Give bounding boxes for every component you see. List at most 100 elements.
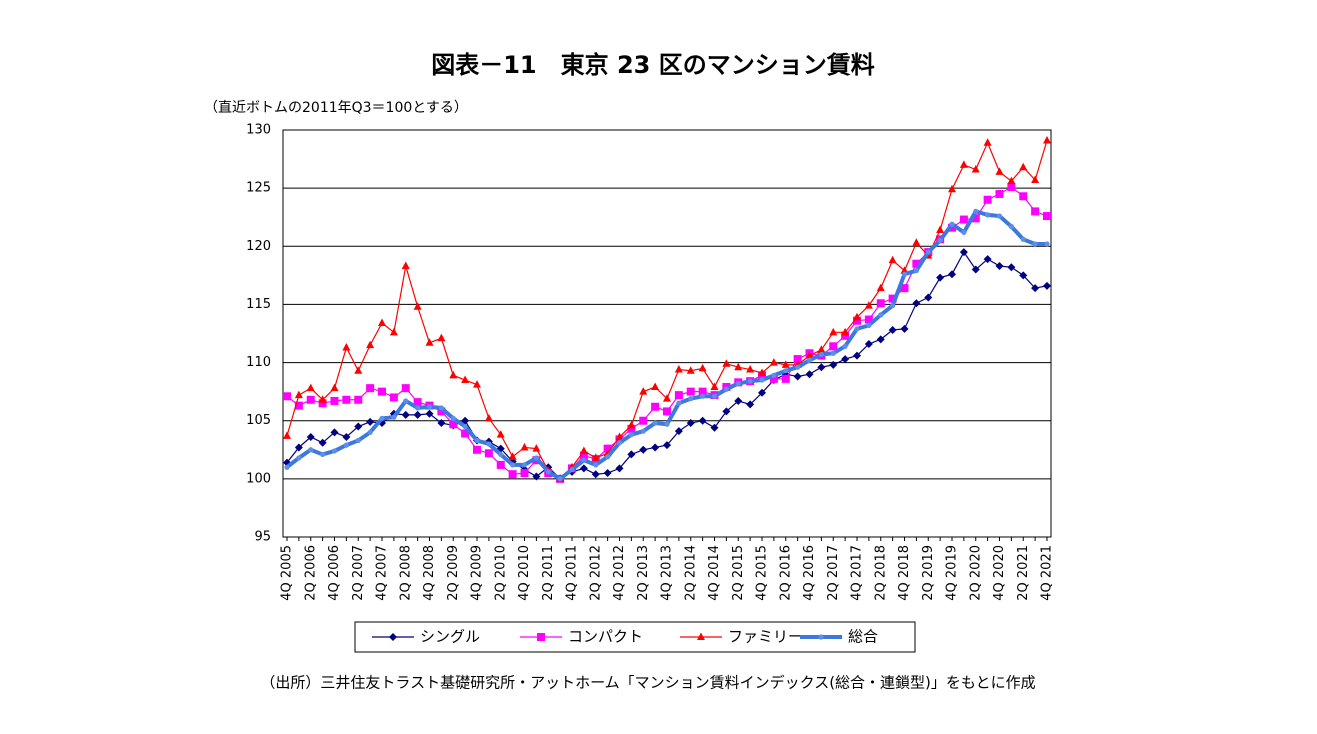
point <box>853 316 861 325</box>
point <box>841 327 850 336</box>
point <box>438 405 444 411</box>
point <box>663 407 671 416</box>
point <box>591 453 600 461</box>
point <box>876 299 885 308</box>
point <box>842 343 848 349</box>
point <box>652 420 658 426</box>
point <box>973 208 979 214</box>
point <box>437 333 446 342</box>
x-tick-label: 2Q 2006 <box>303 545 318 601</box>
point <box>640 428 646 434</box>
point <box>890 302 896 309</box>
point <box>603 444 612 453</box>
point <box>425 338 434 346</box>
point <box>557 476 563 482</box>
point <box>639 416 648 425</box>
point <box>817 345 826 353</box>
point <box>403 398 409 404</box>
point <box>401 410 410 419</box>
point <box>318 399 327 408</box>
x-tick-label: 2Q 2020 <box>968 545 983 601</box>
point <box>342 395 351 404</box>
x-tick-label: 4Q 2011 <box>565 545 580 601</box>
point <box>686 419 695 428</box>
point <box>912 299 921 308</box>
point <box>342 342 351 351</box>
point <box>330 383 339 392</box>
point <box>627 450 636 459</box>
chart-subtitle: （直近ボトムの2011年Q3＝100とする） <box>204 99 468 116</box>
point <box>496 430 505 438</box>
point <box>283 392 291 401</box>
point <box>355 437 361 444</box>
point <box>746 400 755 409</box>
point <box>318 438 327 447</box>
point <box>698 387 707 396</box>
chart-title: 図表－11 東京 23 区のマンション賃料 <box>431 51 875 79</box>
point <box>959 160 968 168</box>
point <box>948 270 956 279</box>
point <box>663 441 671 450</box>
legend-label: 総合 <box>848 628 878 646</box>
point <box>306 432 315 441</box>
x-tick-label: 4Q 2005 <box>280 545 295 601</box>
x-tick-label: 4Q 2012 <box>612 545 627 601</box>
point <box>1031 284 1040 293</box>
point <box>651 382 660 390</box>
point <box>830 350 836 356</box>
point <box>781 360 790 368</box>
point <box>1008 223 1014 230</box>
y-tick-label: 105 <box>246 413 271 428</box>
point <box>841 355 850 364</box>
point <box>1043 212 1051 221</box>
x-tick-label: 4Q 2006 <box>327 545 342 601</box>
point <box>579 446 588 454</box>
point <box>793 355 802 364</box>
point <box>1043 281 1051 290</box>
point <box>651 443 660 452</box>
point <box>971 165 980 173</box>
point <box>1007 263 1016 272</box>
point <box>391 414 397 420</box>
legend-marker <box>389 633 397 641</box>
point <box>616 440 623 446</box>
point <box>510 462 516 468</box>
point <box>900 324 909 333</box>
x-tick-label: 2Q 2017 <box>826 545 841 601</box>
point <box>995 262 1004 271</box>
point <box>389 393 398 402</box>
point <box>1032 241 1038 247</box>
point <box>983 195 992 204</box>
point <box>579 464 588 473</box>
point <box>676 400 682 406</box>
point <box>520 442 529 451</box>
point <box>378 387 386 396</box>
point <box>698 416 707 425</box>
point <box>686 366 695 374</box>
point <box>484 413 493 422</box>
point <box>425 409 434 418</box>
x-tick-label: 2Q 2009 <box>446 545 461 601</box>
point <box>888 255 897 264</box>
point <box>698 363 707 372</box>
point <box>769 374 778 383</box>
point <box>783 368 789 374</box>
x-tick-label: 4Q 2021 <box>1040 545 1055 601</box>
y-tick-label: 110 <box>246 355 271 370</box>
source-note: （出所）三井住友トラスト基礎研究所・アットホーム「マンション賃料インデックス(総… <box>260 674 1035 692</box>
x-tick-label: 4Q 2010 <box>517 545 532 601</box>
point <box>401 261 410 270</box>
x-tick-label: 2Q 2007 <box>351 545 366 601</box>
point <box>686 387 695 396</box>
point <box>474 437 480 444</box>
point <box>1007 182 1016 191</box>
point <box>758 368 766 377</box>
point <box>971 214 980 223</box>
point <box>605 454 611 460</box>
point <box>521 462 528 468</box>
legend-marker <box>818 634 824 640</box>
point <box>949 221 955 227</box>
point <box>366 384 375 393</box>
point <box>734 362 743 371</box>
point <box>1020 236 1026 242</box>
